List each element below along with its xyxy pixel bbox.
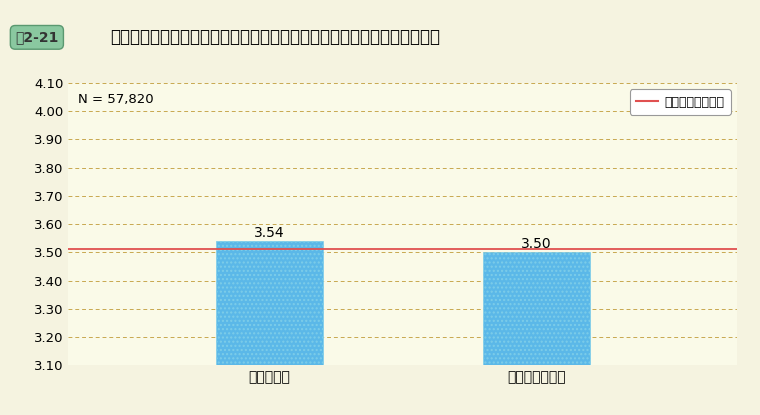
Text: 3.54: 3.54: [254, 226, 284, 240]
Text: N = 57,820: N = 57,820: [78, 93, 154, 106]
Bar: [483, 252, 590, 365]
Text: 図2-21: 図2-21: [15, 30, 59, 44]
Text: フルタイム勤務職員のうち、交替制勤務・交替制勤務以外の回答の平均値: フルタイム勤務職員のうち、交替制勤務・交替制勤務以外の回答の平均値: [110, 28, 440, 46]
Bar: [216, 241, 322, 365]
Text: 3.50: 3.50: [521, 237, 552, 251]
Legend: 総平均値３．５１: 総平均値３．５１: [630, 89, 731, 115]
